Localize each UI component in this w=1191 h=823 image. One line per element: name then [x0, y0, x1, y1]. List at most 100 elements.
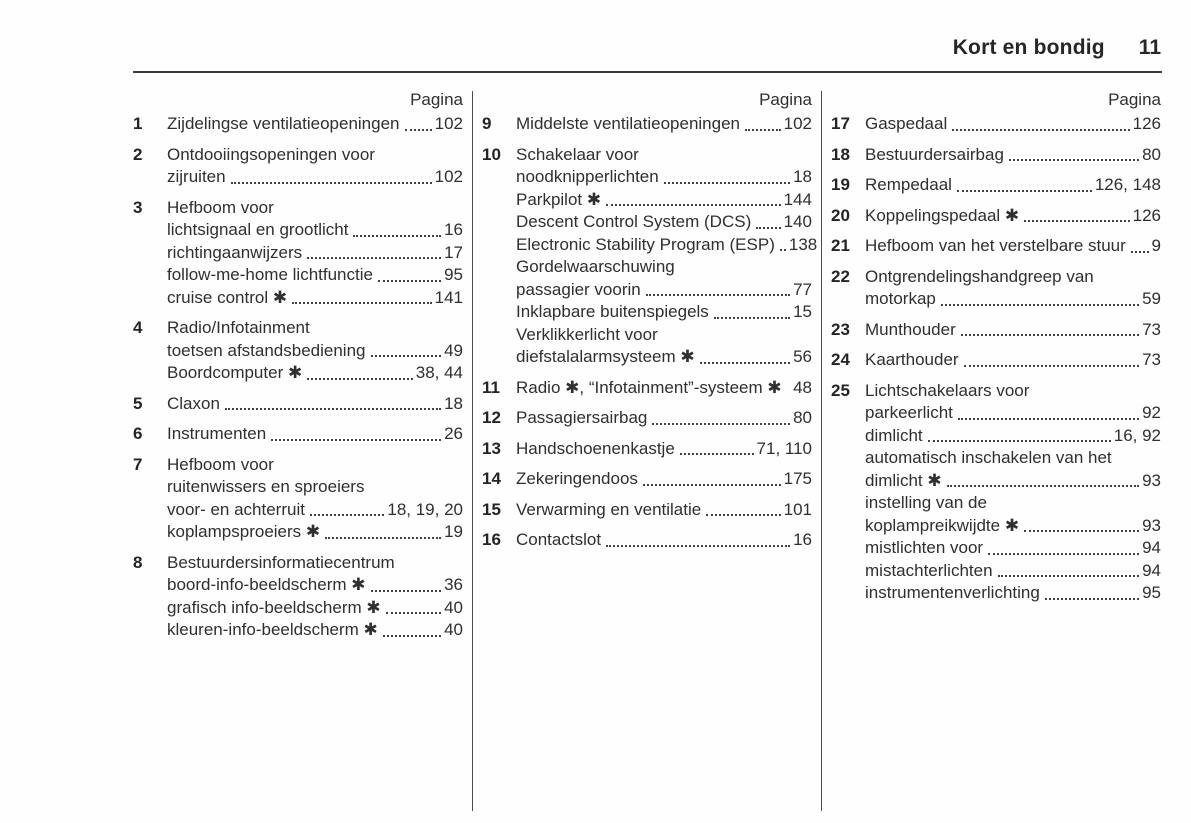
- item-body: Middelste ventilatieopeningen 102: [516, 113, 812, 136]
- dotted-leader: [963, 364, 1140, 367]
- item-number: 4: [133, 318, 143, 337]
- entry-text: Bestuurdersairbag: [865, 144, 1004, 164]
- entry-page: 36: [444, 575, 463, 594]
- index-line: cruise control ✱ 141: [167, 287, 463, 310]
- dotted-leader: [699, 361, 791, 364]
- entry-text: automatisch inschakelen van het: [865, 448, 1112, 467]
- entry-text: Handschoenenkastje: [516, 438, 675, 458]
- index-line: Electronic Stability Program (ESP) 138: [516, 234, 817, 257]
- entry-page: 102: [783, 114, 812, 133]
- entry-page: 56: [793, 347, 812, 366]
- entry-text: Descent Control System (DCS): [516, 212, 752, 231]
- dotted-leader: [946, 485, 1140, 487]
- index-item: 5 Claxon 18: [133, 393, 463, 416]
- dotted-leader: [292, 302, 432, 304]
- dotted-leader: [745, 128, 781, 131]
- entry-text: Radio ✱, “Infotainment”-systeem ✱: [516, 377, 782, 397]
- entry-text: Ontgrendelingshandgreep van: [865, 266, 1094, 286]
- item-body: Rempedaal 126, 148: [865, 174, 1161, 197]
- entry-page: 73: [1142, 319, 1161, 339]
- index-item: 19 Rempedaal 126, 148: [831, 174, 1161, 197]
- entry-text: Gaspedaal: [865, 114, 948, 133]
- dotted-leader: [997, 575, 1140, 577]
- dotted-leader: [1008, 159, 1140, 161]
- entry-text: Verklikkerlicht voor: [516, 324, 658, 344]
- entry-page: 95: [444, 265, 463, 284]
- index-line: dimlicht 16, 92: [865, 425, 1161, 448]
- item-body: Kaarthouder 73: [865, 349, 1161, 372]
- item-body: Lichtschakelaars voor parkeerlicht 92 dimli…: [865, 380, 1161, 605]
- item-number: 5: [133, 393, 143, 413]
- index-line: Lichtschakelaars voor: [865, 380, 1161, 403]
- dotted-leader: [1044, 597, 1140, 600]
- dotted-leader: [779, 249, 786, 251]
- index-line: koplampreikwijdte ✱ 93: [865, 515, 1161, 538]
- item-number: 16: [482, 530, 501, 549]
- entry-text: Electronic Stability Program (ESP): [516, 234, 775, 254]
- entry-text: toetsen afstandsbediening: [167, 340, 366, 360]
- entry-text: Claxon: [167, 393, 220, 413]
- index-line: dimlicht ✱ 93: [865, 470, 1161, 493]
- entry-text: Passagiersairbag: [516, 408, 648, 427]
- index-line: Radio ✱, “Infotainment”-systeem ✱ 48: [516, 377, 812, 400]
- item-number: 24: [831, 350, 850, 369]
- pagina-label: Pagina: [759, 90, 812, 109]
- entry-text: Boordcomputer ✱: [167, 363, 303, 382]
- dotted-leader: [1130, 250, 1149, 253]
- entry-page: 175: [783, 469, 812, 488]
- entry-text: Bestuurdersinformatiecentrum: [167, 552, 395, 572]
- dotted-leader: [927, 440, 1111, 442]
- item-body: Radio/Infotainment toetsen afstandsbedien…: [167, 317, 463, 385]
- index-line: koplampsproeiers ✱ 19: [167, 521, 463, 544]
- index-line: Contactslot 16: [516, 529, 812, 552]
- entry-text: Verwarming en ventilatie: [516, 499, 702, 519]
- index-item: 10 Schakelaar voor noodknipperlichten 18 Par…: [482, 144, 817, 369]
- index-item: 20 Koppelingspedaal ✱ 126: [831, 205, 1161, 228]
- index-line: follow-me-home lichtfunctie 95: [167, 264, 463, 287]
- item-body: Bestuurdersairbag 80: [865, 144, 1161, 167]
- index-column-3: Pagina 17 Gaspedaal 126 18 Bestuurdersairbag 8…: [831, 89, 1161, 811]
- pagina-label: Pagina: [1108, 90, 1161, 109]
- page-number: 11: [1138, 36, 1161, 59]
- entry-text: grafisch info-beeldscherm ✱: [167, 597, 381, 617]
- dotted-leader: [713, 316, 791, 319]
- item-body: Bestuurdersinformatiecentrum boord-info-b…: [167, 552, 463, 642]
- entry-text: Kaarthouder: [865, 350, 959, 369]
- entry-text: parkeerlicht: [865, 403, 953, 422]
- dotted-leader: [377, 279, 442, 282]
- dotted-leader: [307, 377, 413, 380]
- entry-text: dimlicht ✱: [865, 470, 942, 490]
- index-line: Schakelaar voor: [516, 144, 812, 167]
- index-line: Bestuurdersairbag 80: [865, 144, 1161, 167]
- entry-page: 19: [444, 522, 463, 541]
- entry-page: 95: [1142, 583, 1161, 602]
- index-item: 8 Bestuurdersinformatiecentrum boord-info-…: [133, 552, 463, 642]
- dotted-leader: [606, 204, 781, 206]
- entry-text: Hefboom voor: [167, 454, 274, 474]
- index-line: passagier voorin 77: [516, 279, 812, 302]
- index-line: Kaarthouder 73: [865, 349, 1161, 372]
- entry-page: 94: [1142, 560, 1161, 580]
- entry-text: Rempedaal: [865, 175, 952, 194]
- dotted-leader: [956, 189, 1092, 192]
- dotted-leader: [353, 234, 442, 237]
- index-line: Bestuurdersinformatiecentrum: [167, 552, 463, 575]
- pagina-label: Pagina: [410, 90, 463, 109]
- dotted-leader: [952, 128, 1130, 131]
- entry-text: lichtsignaal en grootlicht: [167, 220, 349, 239]
- entry-text: Parkpilot ✱: [516, 189, 602, 209]
- item-number: 25: [831, 380, 850, 400]
- entry-page: 102: [434, 114, 463, 133]
- index-line: mistlichten voor 94: [865, 537, 1161, 560]
- item-body: Koppelingspedaal ✱ 126: [865, 205, 1161, 228]
- dotted-leader: [652, 422, 791, 425]
- dotted-leader: [1024, 220, 1130, 222]
- entry-text: Schakelaar voor: [516, 144, 639, 164]
- index-item: 22 Ontgrendelingshandgreep van motorkap 59: [831, 266, 1161, 311]
- page-header: Kort en bondig 11: [0, 0, 1191, 60]
- header-rule: [133, 71, 1162, 73]
- entry-page: 126, 148: [1094, 175, 1161, 194]
- entry-text: passagier voorin: [516, 279, 641, 299]
- item-number: 22: [831, 266, 850, 286]
- index-line: Rempedaal 126, 148: [865, 174, 1161, 197]
